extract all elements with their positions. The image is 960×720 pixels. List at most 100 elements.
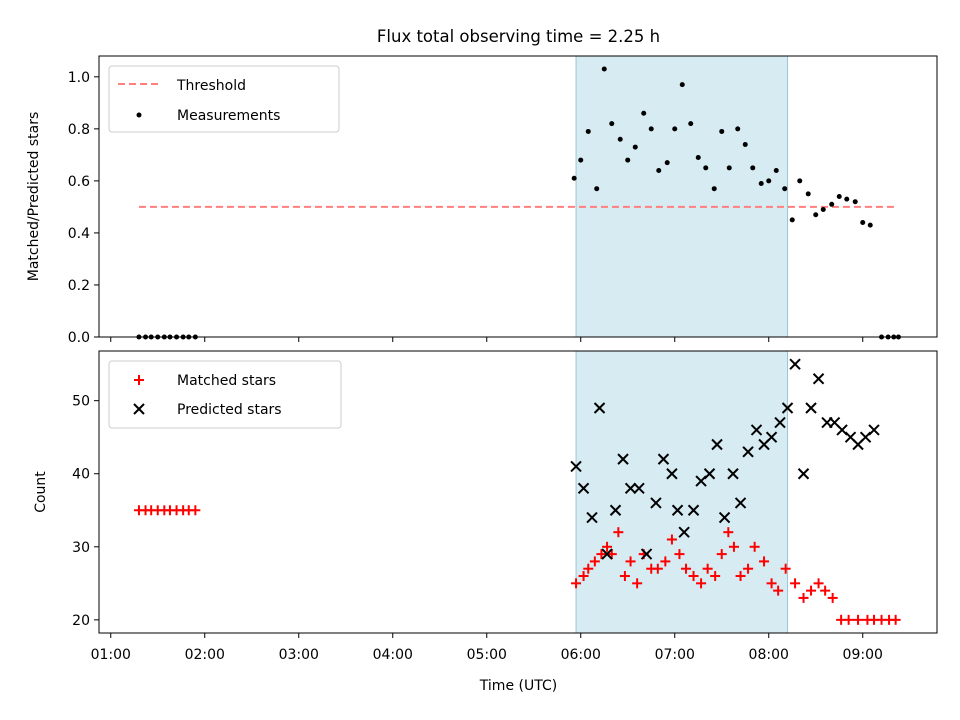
- observing-window-span: [575, 350, 789, 634]
- observing-window-rect: [575, 350, 789, 634]
- threshold-legend-label: Threshold: [176, 78, 246, 94]
- predicted-stars-point: [671, 504, 684, 516]
- matched-stars-point: [688, 571, 699, 582]
- measurement-point: [578, 157, 584, 163]
- y-tick-label: 20: [72, 613, 90, 629]
- matched-stars-point: [806, 585, 817, 596]
- measurement-point: [867, 222, 873, 228]
- measurement-point: [844, 196, 850, 202]
- matched-stars-point: [652, 563, 663, 574]
- measurement-point: [789, 217, 795, 223]
- measurement-point: [773, 167, 779, 173]
- matched-stars-point: [743, 563, 754, 574]
- matched-stars-point: [674, 549, 685, 560]
- measurement-point: [672, 126, 678, 132]
- x-tick-label: 06:00: [561, 647, 601, 663]
- predicted-stars-point: [593, 402, 606, 414]
- measurement-point: [609, 121, 615, 127]
- y-tick-label: 0.6: [68, 174, 90, 190]
- measurement-point: [852, 199, 858, 205]
- measurement-point: [836, 194, 842, 199]
- predicted-stars-point: [586, 511, 598, 524]
- count-y-axis-label: Count: [33, 471, 49, 513]
- ratio-panel: 0.0 0.2 0.4 0.6 0.8 1.0 Matched/Predicted sta…: [26, 55, 938, 346]
- measurement-point: [617, 136, 623, 142]
- y-tick-label: 50: [72, 394, 90, 410]
- matched-stars-point: [798, 592, 809, 603]
- matched-stars-point: [890, 614, 901, 625]
- ratio-y-axis-label: Matched/Predicted stars: [26, 112, 42, 282]
- measurement-point: [726, 165, 732, 171]
- measurement-point: [782, 186, 788, 192]
- measurement-point: [585, 128, 591, 134]
- predicted-stars-point: [666, 468, 678, 480]
- x-tick-label: 07:00: [655, 647, 695, 663]
- ratio-marks: [136, 66, 901, 340]
- matched-stars-point: [716, 549, 727, 560]
- measurement-point: [829, 201, 835, 207]
- predicted-stars-point: [650, 497, 662, 509]
- predicted-stars-point: [812, 373, 825, 385]
- measurement-point: [648, 126, 654, 132]
- predicted-stars-point: [640, 548, 653, 560]
- predicted-stars-point: [718, 511, 731, 524]
- count-marks: [133, 358, 901, 625]
- measurement-point: [711, 186, 717, 192]
- count-y-ticks: 20 30 40 50: [72, 394, 99, 629]
- predicted-stars-point: [774, 416, 786, 429]
- predicted-stars-point: [797, 468, 810, 480]
- measurement-point: [641, 110, 647, 116]
- y-tick-label: 1.0: [68, 70, 90, 86]
- predicted-stars-point: [742, 446, 754, 458]
- predicted-stars-point: [678, 526, 690, 538]
- matched-stars-point: [813, 578, 824, 589]
- measurement-point: [571, 175, 577, 181]
- count-legend: Matched stars Predicted stars: [108, 360, 342, 429]
- matched-stars-point: [583, 563, 594, 574]
- matched-stars-point: [759, 556, 770, 567]
- measurement-point: [797, 178, 803, 184]
- measurement-point: [594, 186, 600, 192]
- matched-stars-point: [827, 592, 838, 603]
- matched-stars-point: [596, 549, 607, 560]
- predicted-stars-point: [734, 497, 747, 509]
- count-x-ticks: 01:00 02:00 03:00 04:00 05:00 06:00 07:00 08:00…: [91, 633, 883, 663]
- y-tick-label: 0.0: [68, 330, 90, 346]
- matched-stars-point: [723, 527, 734, 538]
- measurement-point: [625, 157, 631, 163]
- matched-stars-point: [790, 578, 801, 589]
- y-tick-label: 0.2: [68, 278, 90, 294]
- x-tick-label: 03:00: [279, 647, 319, 663]
- measurement-point: [750, 165, 756, 171]
- x-tick-label: 05:00: [467, 647, 507, 663]
- y-tick-label: 0.4: [68, 226, 90, 242]
- predicted-stars-point: [781, 402, 794, 414]
- x-tick-label: 04:00: [373, 647, 413, 663]
- measurement-point: [860, 220, 866, 226]
- measurement-point: [820, 207, 826, 213]
- measurement-point: [766, 178, 772, 184]
- matched-stars-point: [613, 527, 624, 538]
- predicted-stars-point: [577, 482, 590, 495]
- matched-stars-point: [571, 578, 582, 589]
- matched-stars-point: [602, 541, 613, 552]
- measurement-point: [695, 154, 701, 160]
- measurement-point: [656, 167, 662, 173]
- predicted-stars-point: [624, 482, 637, 495]
- matched-stars-point: [190, 505, 201, 516]
- measurement-point: [742, 141, 748, 147]
- matched-stars-point: [766, 578, 777, 589]
- predicted-stars-point: [750, 424, 763, 436]
- predicted-stars-point: [805, 402, 817, 414]
- matched-stars-point: [619, 571, 630, 582]
- ratio-y-ticks: 0.0 0.2 0.4 0.6 0.8 1.0: [68, 70, 99, 346]
- matched-stars-legend-label: Matched stars: [177, 373, 276, 389]
- predicted-stars-point: [601, 548, 613, 560]
- x-tick-label: 08:00: [749, 647, 789, 663]
- matched-stars-point: [696, 578, 707, 589]
- matched-stars-point: [728, 541, 739, 552]
- measurement-point: [805, 191, 811, 197]
- matched-stars-point: [820, 585, 831, 596]
- predicted-stars-point: [703, 468, 716, 480]
